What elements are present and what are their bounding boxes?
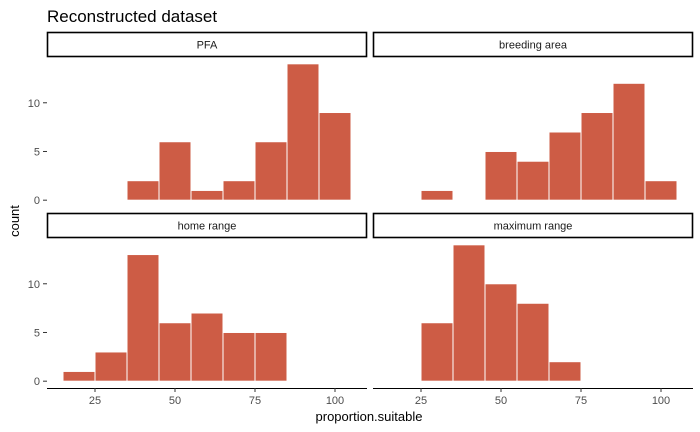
y-axis-title: count xyxy=(7,205,22,237)
x-tick-label-3-0: 25 xyxy=(415,395,427,407)
histogram-bar-0-0 xyxy=(126,180,160,201)
facet-label-0: PFA xyxy=(197,40,218,52)
facet-strip-0 xyxy=(46,31,368,58)
histogram-bar-1-1 xyxy=(484,150,518,201)
facet-label-1: breeding area xyxy=(499,40,568,52)
facet-panel-1: breeding area xyxy=(372,31,694,201)
facet-strip-1 xyxy=(372,31,694,58)
histogram-bar-0-1 xyxy=(158,141,192,201)
facet-panels: PFA 0 5 10 breeding area home range 25 50 75 100 0… xyxy=(28,31,694,407)
facet-label-2: home range xyxy=(178,221,237,233)
histogram-bar-2-4 xyxy=(190,312,224,382)
x-axis-title: proportion.suitable xyxy=(316,409,423,424)
histogram-bar-1-0 xyxy=(420,189,454,201)
facet-panel-0: PFA 0 5 10 xyxy=(28,31,368,207)
chart-title: Reconstructed dataset xyxy=(47,7,217,26)
histogram-bar-0-3 xyxy=(222,180,256,201)
histogram-bar-0-4 xyxy=(254,141,288,201)
x-tick-label-2-1: 50 xyxy=(169,395,181,407)
histogram-bar-2-0 xyxy=(62,370,96,382)
facet-label-3: maximum range xyxy=(494,221,573,233)
y-tick-label-0-1: 5 xyxy=(34,146,40,158)
histogram-bar-1-2 xyxy=(516,160,550,201)
histogram-bar-1-6 xyxy=(644,180,678,201)
histogram-bar-1-4 xyxy=(580,112,614,201)
histogram-bar-1-3 xyxy=(548,131,582,201)
histogram-bar-2-5 xyxy=(222,331,256,382)
histogram-bar-0-5 xyxy=(286,63,320,201)
x-tick-label-2-2: 75 xyxy=(249,395,261,407)
histogram-bar-2-6 xyxy=(254,331,288,382)
y-tick-label-2-1: 5 xyxy=(34,327,40,339)
histogram-bar-2-1 xyxy=(94,351,128,382)
facet-strip-3 xyxy=(372,212,694,239)
histogram-bar-3-4 xyxy=(548,361,582,382)
histogram-bar-3-0 xyxy=(420,322,454,382)
facet-panel-2: home range 25 50 75 100 0 5 10 xyxy=(28,212,368,407)
histogram-bar-3-2 xyxy=(484,283,518,382)
y-tick-label-0-2: 10 xyxy=(28,98,40,110)
histogram-bar-0-6 xyxy=(318,112,352,201)
x-tick-label-3-1: 50 xyxy=(495,395,507,407)
histogram-bar-2-3 xyxy=(158,322,192,382)
histogram-bar-0-2 xyxy=(190,189,224,201)
x-tick-label-3-3: 100 xyxy=(652,395,670,407)
facet-panel-3: maximum range 25 50 75 100 xyxy=(372,212,694,407)
x-tick-label-2-0: 25 xyxy=(89,395,101,407)
y-tick-label-0-0: 0 xyxy=(34,195,40,207)
facet-strip-2 xyxy=(46,212,368,239)
x-tick-label-2-3: 100 xyxy=(326,395,344,407)
y-tick-label-2-0: 0 xyxy=(34,376,40,388)
histogram-bar-1-5 xyxy=(612,82,646,201)
histogram-bar-2-2 xyxy=(126,254,160,382)
x-tick-label-3-2: 75 xyxy=(575,395,587,407)
histogram-bar-3-3 xyxy=(516,302,550,382)
histogram-bar-3-1 xyxy=(452,244,486,382)
y-tick-label-2-2: 10 xyxy=(28,279,40,291)
